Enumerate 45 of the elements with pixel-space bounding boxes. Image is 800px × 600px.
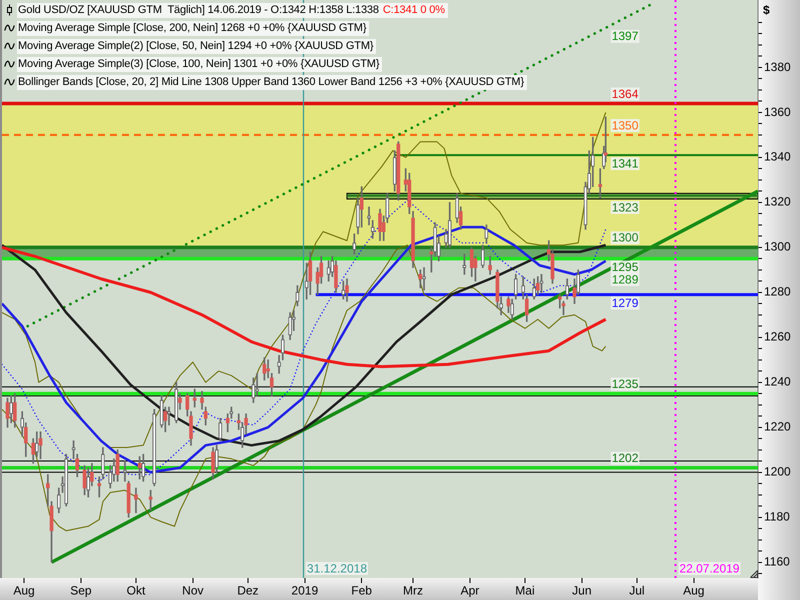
chart-subtitle: C:1341 0 0% xyxy=(382,2,448,18)
x-tick-label: Mai xyxy=(515,584,535,598)
x-tick-label: Feb xyxy=(351,584,372,598)
series-label: 1279 xyxy=(612,296,639,310)
y-tick-label: 1200 xyxy=(764,464,792,479)
series-label: 1397 xyxy=(612,29,639,44)
y-tick-label: 1240 xyxy=(764,374,792,389)
y-tick-label: 1380 xyxy=(764,60,792,74)
series-label: 1323 xyxy=(612,200,639,214)
ref-line-label: 1300 xyxy=(612,230,639,245)
series-label: 1289 xyxy=(612,272,639,286)
x-tick-label: Sep xyxy=(70,584,92,598)
ref-line-label: 1364 xyxy=(612,86,639,101)
x-tick-label: Mrz xyxy=(403,584,424,598)
x-tick-label: 2019 xyxy=(291,584,318,598)
x-tick-label: Nov xyxy=(182,584,204,598)
x-tick-label: Jun xyxy=(572,584,592,598)
y-tick-label: 1220 xyxy=(764,420,792,434)
annotation: Moving Average Simple [Close, 200, Nein] 1268 +0 +0% {XAUUSD GTM} xyxy=(17,20,370,36)
ref-line-label: 1202 xyxy=(612,451,639,466)
x-tick-label: Aug xyxy=(683,584,704,598)
annotation: Moving Average Simple(2) [Close, 50, Nein] 1294 +0 +0% {XAUUSD GTM} xyxy=(17,38,376,54)
ref-line-label: 31.12.2018 xyxy=(306,561,368,576)
ref-line-label: 22.07.2019 xyxy=(679,561,740,576)
y-tick-label: 1160 xyxy=(764,554,790,569)
y-tick-label: 1340 xyxy=(764,150,792,164)
x-tick-label: Okt xyxy=(126,584,146,598)
x-tick-label: Aug xyxy=(13,584,35,598)
annotation: Bollinger Bands [Close, 20, 2] Mid Line 1308 Upper Band 1360 Lower Band 1256 +3 +0% {XAUUSD GTM} xyxy=(17,74,527,90)
y-tick-label: 1280 xyxy=(764,284,792,299)
series-label: 1341 xyxy=(612,156,639,170)
x-tick-label: Dez xyxy=(237,584,259,598)
ref-line-label: 1295 xyxy=(612,260,639,274)
y-tick-label: 1260 xyxy=(764,330,792,344)
y-tick-label: 1360 xyxy=(764,104,792,119)
annotation: Moving Average Simple(3) [Close, 100, Nein] 1301 +0 +0% {XAUUSD GTM} xyxy=(17,56,382,72)
ref-line-label: 1235 xyxy=(612,376,639,391)
x-tick-label: Apr xyxy=(460,584,480,598)
ref-line-label: 1350 xyxy=(612,118,639,132)
x-tick-label: Jul xyxy=(629,584,645,598)
y-tick-label: 1180 xyxy=(764,510,790,524)
chart-title: Gold USD/OZ [XAUUSD GTM Täglich] 14.06.2019 - O:1342 H:1358 L:1338 xyxy=(17,2,382,18)
y-axis-title: $ xyxy=(763,3,770,17)
y-tick-label: 1300 xyxy=(764,240,792,254)
y-tick-label: 1320 xyxy=(764,194,792,209)
